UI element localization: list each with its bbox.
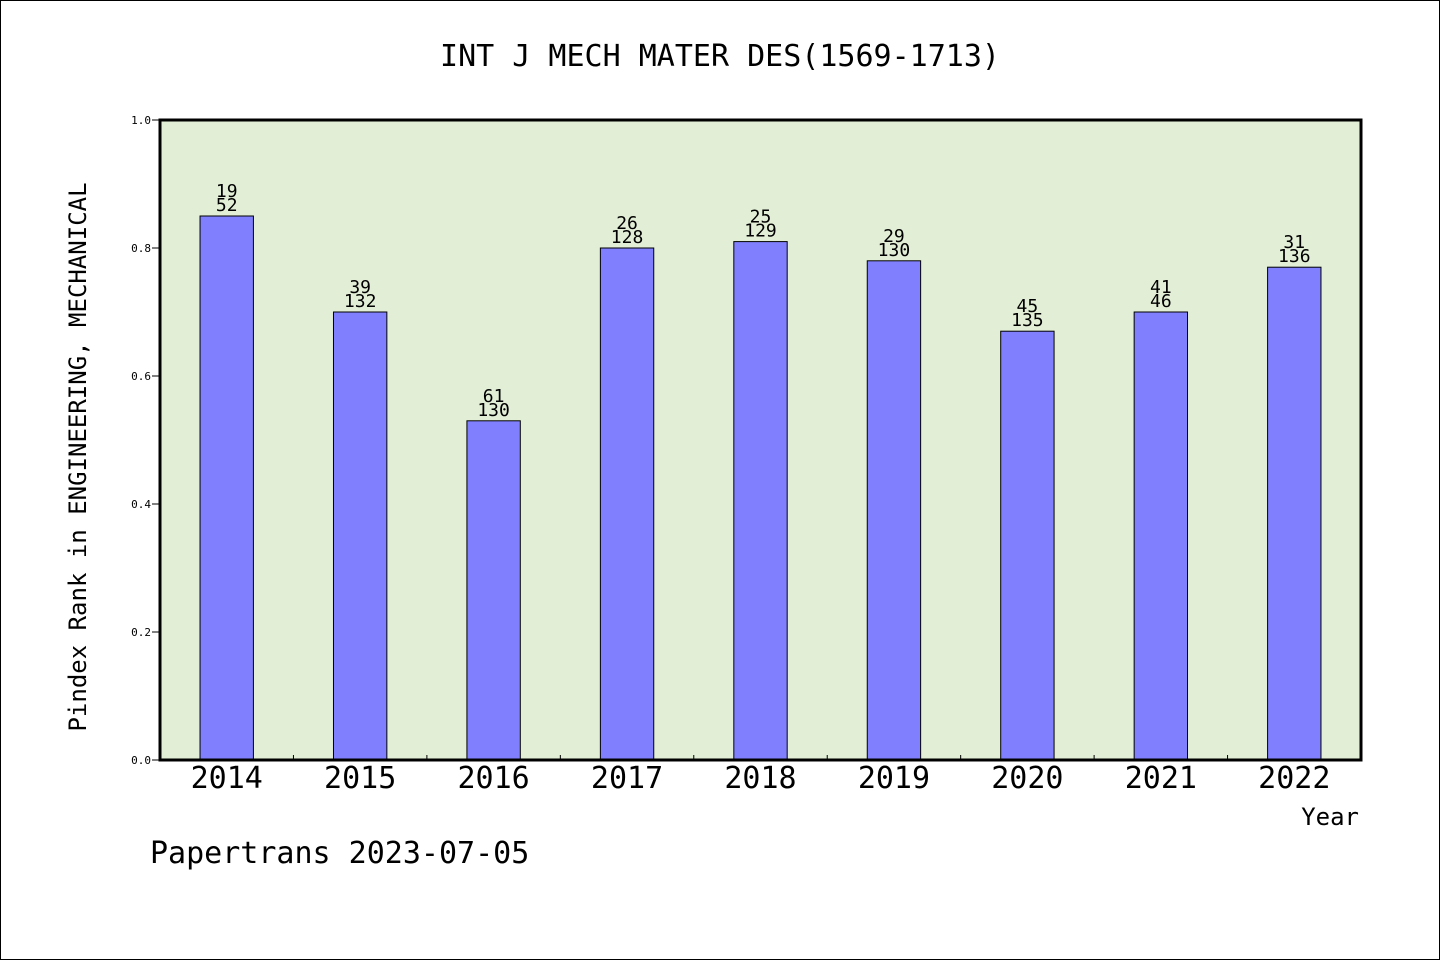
bar-total-label: 135 (1011, 310, 1044, 331)
x-tick-label: 2017 (591, 761, 663, 796)
x-tick-label: 2021 (1125, 761, 1197, 796)
x-tick-label: 2022 (1258, 761, 1330, 796)
bar-rank-label: 31 (1283, 232, 1305, 253)
bar-rank-label: 41 (1150, 277, 1172, 298)
x-tick-label: 2018 (724, 761, 796, 796)
bar-rank-label: 61 (483, 386, 505, 407)
x-axis-label: Year (1301, 803, 1359, 831)
x-tick-label: 2020 (991, 761, 1063, 796)
bar (1133, 311, 1189, 761)
bar-rank-label: 26 (616, 213, 638, 234)
y-tick-label: 0.6 (131, 370, 151, 383)
bar (466, 420, 521, 761)
x-tick-label: 2015 (324, 761, 396, 796)
bar (1000, 330, 1055, 761)
y-tick-label: 0.2 (131, 626, 151, 639)
bar-total-label: 130 (477, 400, 510, 421)
bar-rank-label: 39 (349, 277, 371, 298)
bar (1267, 266, 1322, 761)
bar-total-label: 128 (611, 227, 644, 248)
bar-rank-label: 19 (216, 181, 238, 202)
x-tick-label: 2016 (457, 761, 529, 796)
bar-total-label: 132 (344, 291, 377, 312)
x-tick-label: 2014 (191, 761, 263, 796)
bar (599, 247, 655, 761)
bar (332, 311, 388, 761)
bar (866, 260, 922, 761)
bar-total-label: 52 (216, 195, 238, 216)
bar-total-label: 130 (878, 240, 911, 261)
footer-credit: Papertrans 2023-07-05 (150, 836, 529, 871)
y-tick-label: 1.0 (131, 114, 151, 127)
bar-total-label: 136 (1278, 246, 1311, 267)
bar-rank-label: 45 (1017, 296, 1039, 317)
x-axis-ticks: 2014 2015 2016 2017 2018 2019 2020 2021 2022 (191, 755, 1330, 796)
y-tick-label: 0.4 (131, 498, 151, 511)
plot-border (158, 118, 1363, 762)
bar (199, 215, 254, 761)
y-axis-label: Pindex Rank in ENGINEERING, MECHANICAL (64, 182, 92, 731)
x-tick-label: 2019 (858, 761, 930, 796)
y-axis-ticks: 0.0 0.2 0.4 0.6 0.8 1.0 (131, 114, 160, 767)
bar-rank-label: 29 (883, 226, 905, 247)
bar (733, 241, 788, 761)
y-tick-label: 0.0 (131, 754, 151, 767)
bar-rank-label: 25 (750, 207, 772, 228)
y-tick-label: 0.8 (131, 242, 151, 255)
bar-total-label: 129 (744, 221, 777, 242)
bar-total-label: 46 (1150, 291, 1172, 312)
chart-title: INT J MECH MATER DES(1569-1713) (440, 39, 1000, 74)
